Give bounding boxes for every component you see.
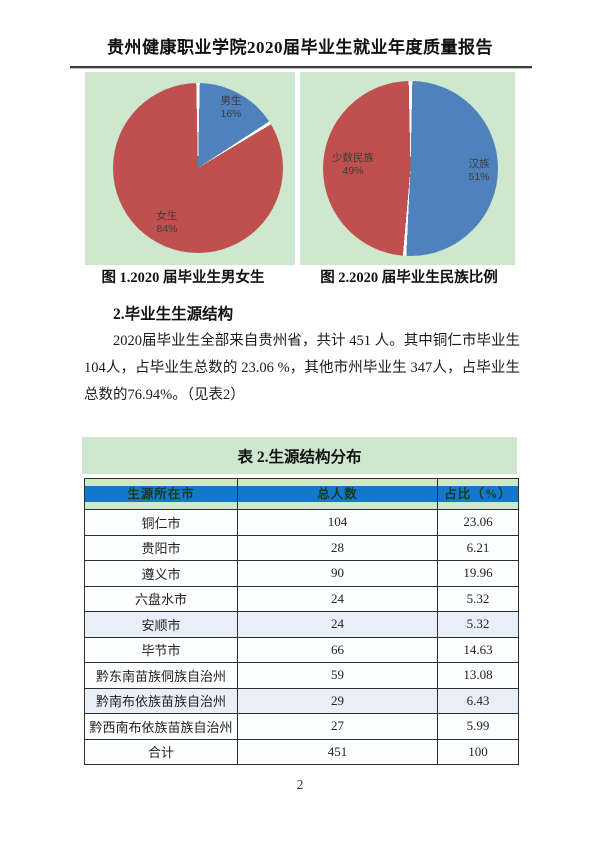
table-row-total: 合计 451 100 — [84, 738, 519, 765]
cell-pct: 23.06 — [437, 509, 519, 536]
cell-total: 66 — [237, 636, 438, 663]
body-paragraph: 2020届毕业生全部来自贵州省，共计 451 人。其中铜仁市毕业生 104人，占… — [84, 333, 520, 403]
cell-total: 90 — [237, 560, 438, 587]
figure1-caption: 图 1.2020 届毕业生男女生 — [101, 270, 265, 286]
gender-pie-label-male: 男生 16% — [206, 95, 256, 121]
ethnic-pie-panel: 少数民族 49% 汉族 51% — [300, 72, 515, 265]
table-row: 黔东南苗族侗族自治州 59 13.08 — [84, 662, 519, 689]
col-header-total: 总人数 — [237, 478, 438, 510]
source-structure-table: 生源所在市 总人数 占比（%） 铜仁市 104 23.06 贵阳市 28 6.2… — [84, 478, 519, 765]
cell-region: 黔东南苗族侗族自治州 — [84, 662, 238, 689]
cell-total: 104 — [237, 509, 438, 536]
table-row: 安顺市 24 5.32 — [84, 611, 519, 638]
gender-pie-label-female: 女生 84% — [141, 210, 193, 236]
cell-region: 贵阳市 — [84, 534, 238, 561]
title-divider — [70, 66, 532, 68]
cell-region: 黔南布依族苗族自治州 — [84, 687, 238, 714]
cell-total: 59 — [237, 662, 438, 689]
gender-pie-panel: 男生 16% 女生 84% — [85, 72, 295, 265]
table-row: 六盘水市 24 5.32 — [84, 585, 519, 612]
cell-pct: 14.63 — [437, 636, 519, 663]
slice-pct-text: 16% — [220, 108, 242, 120]
slice-pct-text: 49% — [342, 165, 364, 177]
figure2-caption: 图 2.2020 届毕业生民族比例 — [320, 270, 498, 286]
cell-pct: 100 — [437, 738, 519, 765]
table-row: 黔南布依族苗族自治州 29 6.43 — [84, 687, 519, 714]
gender-pie-chart — [113, 83, 283, 253]
cell-total: 28 — [237, 534, 438, 561]
section-heading: 2.毕业生生源结构 — [113, 306, 234, 323]
col-header-pct: 占比（%） — [437, 478, 519, 510]
cell-region: 合计 — [84, 738, 238, 765]
table-row: 黔西南布依族苗族自治州 27 5.99 — [84, 713, 519, 740]
page-number: 2 — [296, 777, 304, 792]
cell-pct: 13.08 — [437, 662, 519, 689]
cell-region: 铜仁市 — [84, 509, 238, 536]
cell-pct: 5.99 — [437, 713, 519, 740]
cell-pct: 6.21 — [437, 534, 519, 561]
slice-label-text: 男生 — [220, 95, 242, 107]
ethnic-pie-label-han: 汉族 51% — [453, 158, 505, 184]
table-header-row: 生源所在市 总人数 占比（%） — [84, 478, 519, 510]
table-row: 遵义市 90 19.96 — [84, 560, 519, 587]
cell-region: 毕节市 — [84, 636, 238, 663]
cell-pct: 6.43 — [437, 687, 519, 714]
cell-region: 黔西南布依族苗族自治州 — [84, 713, 238, 740]
cell-total: 27 — [237, 713, 438, 740]
cell-region: 安顺市 — [84, 611, 238, 638]
table-title: 表 2.生源结构分布 — [82, 437, 517, 474]
cell-region: 六盘水市 — [84, 585, 238, 612]
cell-pct: 5.32 — [437, 611, 519, 638]
ethnic-pie-label-minority: 少数民族 49% — [316, 152, 390, 178]
slice-pct-text: 51% — [468, 171, 490, 183]
slice-label-text: 女生 — [156, 210, 178, 222]
cell-total: 451 — [237, 738, 438, 765]
cell-total: 24 — [237, 611, 438, 638]
table-row: 贵阳市 28 6.21 — [84, 534, 519, 561]
cell-region: 遵义市 — [84, 560, 238, 587]
ethnic-pie-chart — [323, 81, 498, 256]
slice-label-text: 汉族 — [468, 158, 490, 170]
cell-total: 24 — [237, 585, 438, 612]
col-header-region: 生源所在市 — [84, 478, 238, 510]
slice-label-text: 少数民族 — [332, 152, 374, 164]
table-row: 毕节市 66 14.63 — [84, 636, 519, 663]
cell-total: 29 — [237, 687, 438, 714]
cell-pct: 19.96 — [437, 560, 519, 587]
slice-pct-text: 84% — [156, 223, 178, 235]
page-title: 贵州健康职业学院2020届毕业生就业年度质量报告 — [107, 38, 493, 57]
table-row: 铜仁市 104 23.06 — [84, 509, 519, 536]
cell-pct: 5.32 — [437, 585, 519, 612]
